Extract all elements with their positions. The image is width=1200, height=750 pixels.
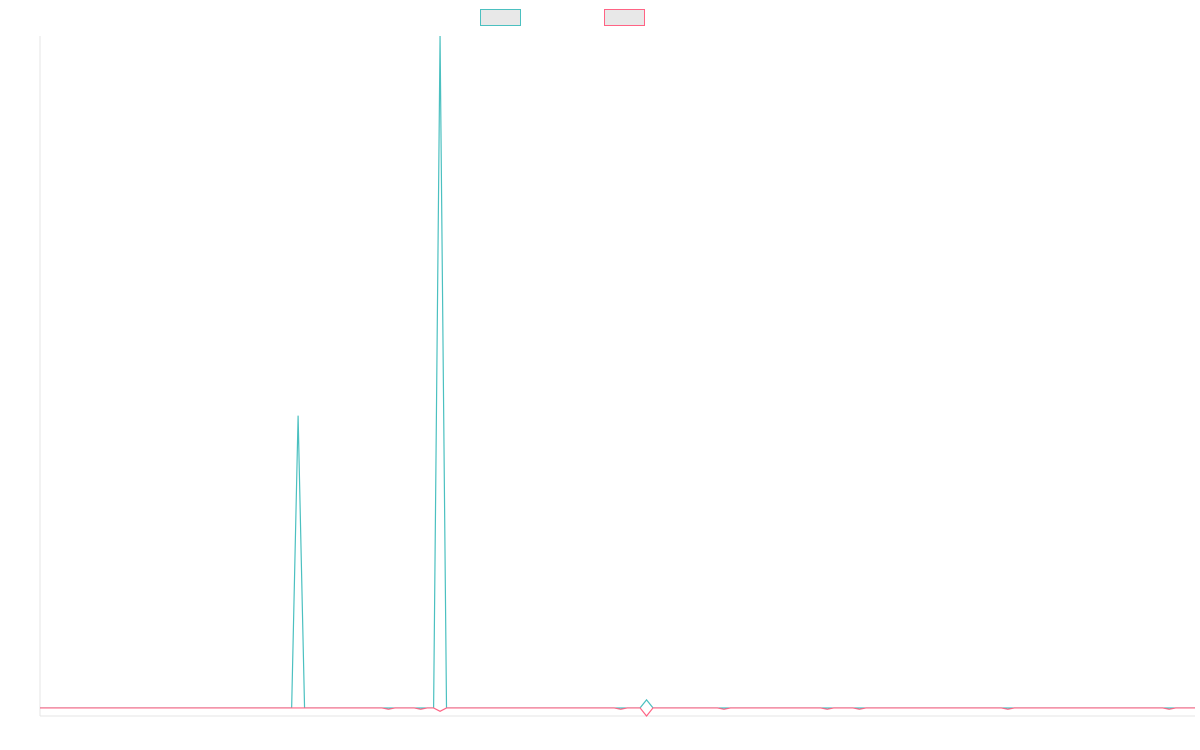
series-line xyxy=(40,35,1195,709)
legend-swatch[interactable] xyxy=(604,9,645,26)
legend-swatch[interactable] xyxy=(480,9,521,26)
series-line xyxy=(40,707,1195,717)
